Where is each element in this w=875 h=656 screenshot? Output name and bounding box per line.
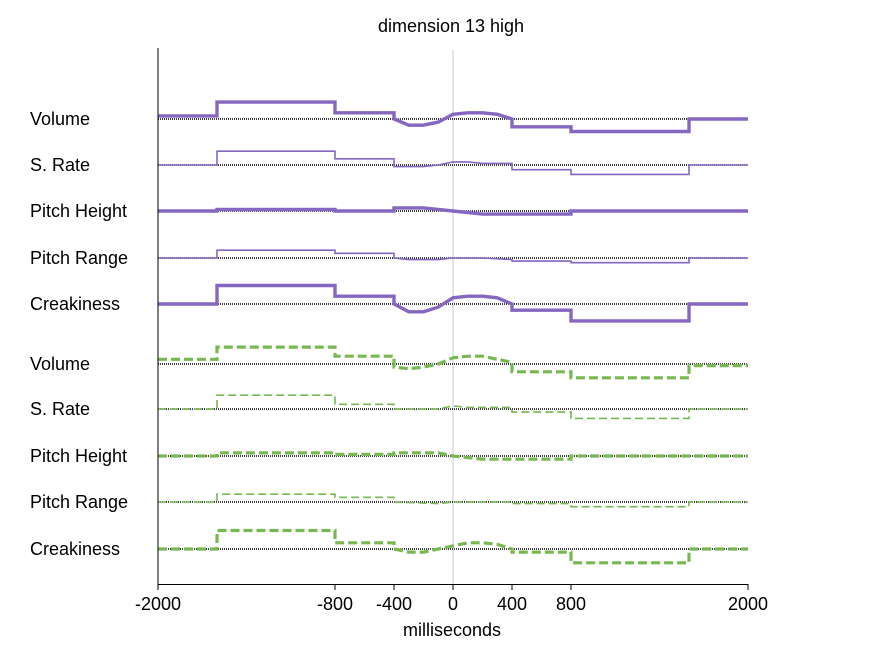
row-label-g1-pitch-range: Pitch Range: [30, 248, 128, 268]
x-tick-label: -2000: [135, 594, 181, 614]
row-label-g1-s-rate: S. Rate: [30, 155, 90, 175]
series-line-g2-creakiness: [158, 528, 748, 565]
series-line-g1-s-rate: [158, 150, 748, 176]
x-tick-label: 800: [556, 594, 586, 614]
x-ticks: -2000 -800 -400 0 400 800 2000: [135, 584, 768, 614]
row-label-g2-pitch-height: Pitch Height: [30, 446, 127, 466]
x-axis-label: milliseconds: [403, 620, 501, 640]
series-line-g1-pitch-range: [158, 249, 748, 264]
series-line-g1-pitch-height: [158, 206, 748, 216]
series-line-g2-volume: [158, 345, 748, 380]
chart-title: dimension 13 high: [378, 16, 524, 36]
series-line-g1-creakiness: [158, 283, 748, 323]
row-label-g1-creakiness: Creakiness: [30, 294, 120, 314]
x-tick-label: -800: [317, 594, 353, 614]
row-label-g2-creakiness: Creakiness: [30, 539, 120, 559]
series-line-g1-volume: [158, 100, 748, 134]
row-label-g2-volume: Volume: [30, 354, 90, 374]
row-label-g1-volume: Volume: [30, 109, 90, 129]
x-tick-label: 0: [448, 594, 458, 614]
x-tick-label: 400: [497, 594, 527, 614]
x-tick-label: 2000: [728, 594, 768, 614]
row-label-g1-pitch-height: Pitch Height: [30, 201, 127, 221]
rows-layer: Volume S. Rate Pitch Height Pitch Range Crea…: [30, 100, 748, 565]
series-line-g2-pitch-height: [158, 451, 748, 461]
x-tick-label: -400: [376, 594, 412, 614]
series-line-g2-s-rate: [158, 394, 748, 420]
series-line-g2-pitch-range: [158, 493, 748, 508]
row-label-g2-pitch-range: Pitch Range: [30, 492, 128, 512]
row-label-g2-s-rate: S. Rate: [30, 399, 90, 419]
